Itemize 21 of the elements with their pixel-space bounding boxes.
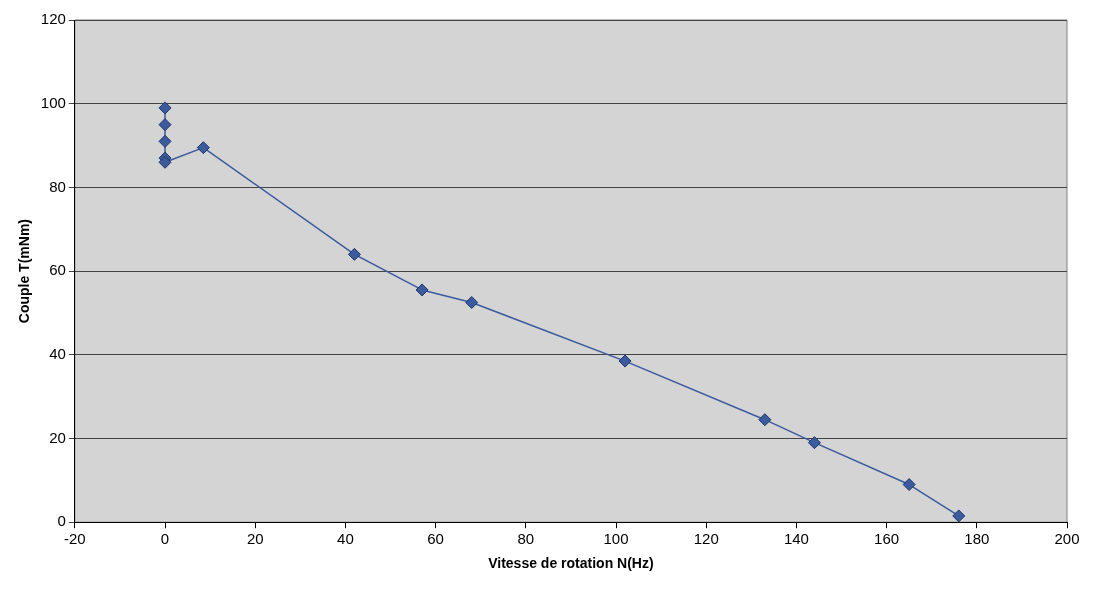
y-axis-title: Couple T(mNm) [16, 218, 33, 324]
x-tick-label: 200 [1054, 530, 1080, 548]
x-tick-label: 160 [874, 530, 900, 548]
x-tick-label: 20 [246, 530, 264, 548]
y-tick-label: 20 [49, 428, 66, 446]
x-tick-label: 180 [964, 530, 990, 548]
x-tick-label: 140 [783, 530, 809, 548]
y-tick-label: 0 [57, 512, 66, 530]
x-tick-label: 40 [337, 530, 354, 548]
x-tick-label: 60 [427, 530, 444, 548]
x-tick-label: 120 [693, 530, 719, 548]
y-tick-label: 120 [40, 10, 66, 28]
x-tick-label: 0 [160, 530, 170, 548]
x-tick-label: 100 [603, 530, 629, 548]
x-tick-label: -20 [63, 530, 86, 548]
y-tick-label: 40 [49, 344, 66, 362]
x-axis-title: Vitesse de rotation N(Hz) [488, 555, 654, 572]
y-tick-label: 60 [49, 261, 66, 279]
y-tick-label: 100 [40, 93, 66, 111]
x-tick-label: 80 [517, 530, 535, 548]
y-tick-label: 80 [49, 177, 66, 195]
